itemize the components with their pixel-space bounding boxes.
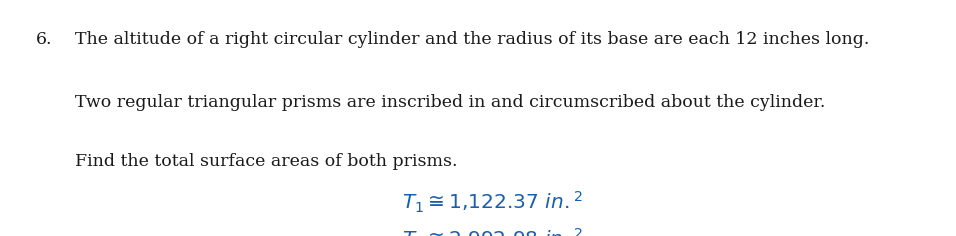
Text: $\mathit{T}_1 \cong 1{,}122.37\ \mathit{in.}^2$: $\mathit{T}_1 \cong 1{,}122.37\ \mathit{…: [402, 190, 582, 215]
Text: $\mathit{T}_2 \cong 2{,}992.98\ \mathit{in.}^2$: $\mathit{T}_2 \cong 2{,}992.98\ \mathit{…: [402, 227, 582, 236]
Text: Two regular triangular prisms are inscribed in and circumscribed about the cylin: Two regular triangular prisms are inscri…: [75, 94, 825, 111]
Text: The altitude of a right circular cylinder and the radius of its base are each 12: The altitude of a right circular cylinde…: [75, 31, 869, 48]
Text: Find the total surface areas of both prisms.: Find the total surface areas of both pri…: [75, 153, 457, 170]
Text: 6.: 6.: [36, 31, 53, 48]
